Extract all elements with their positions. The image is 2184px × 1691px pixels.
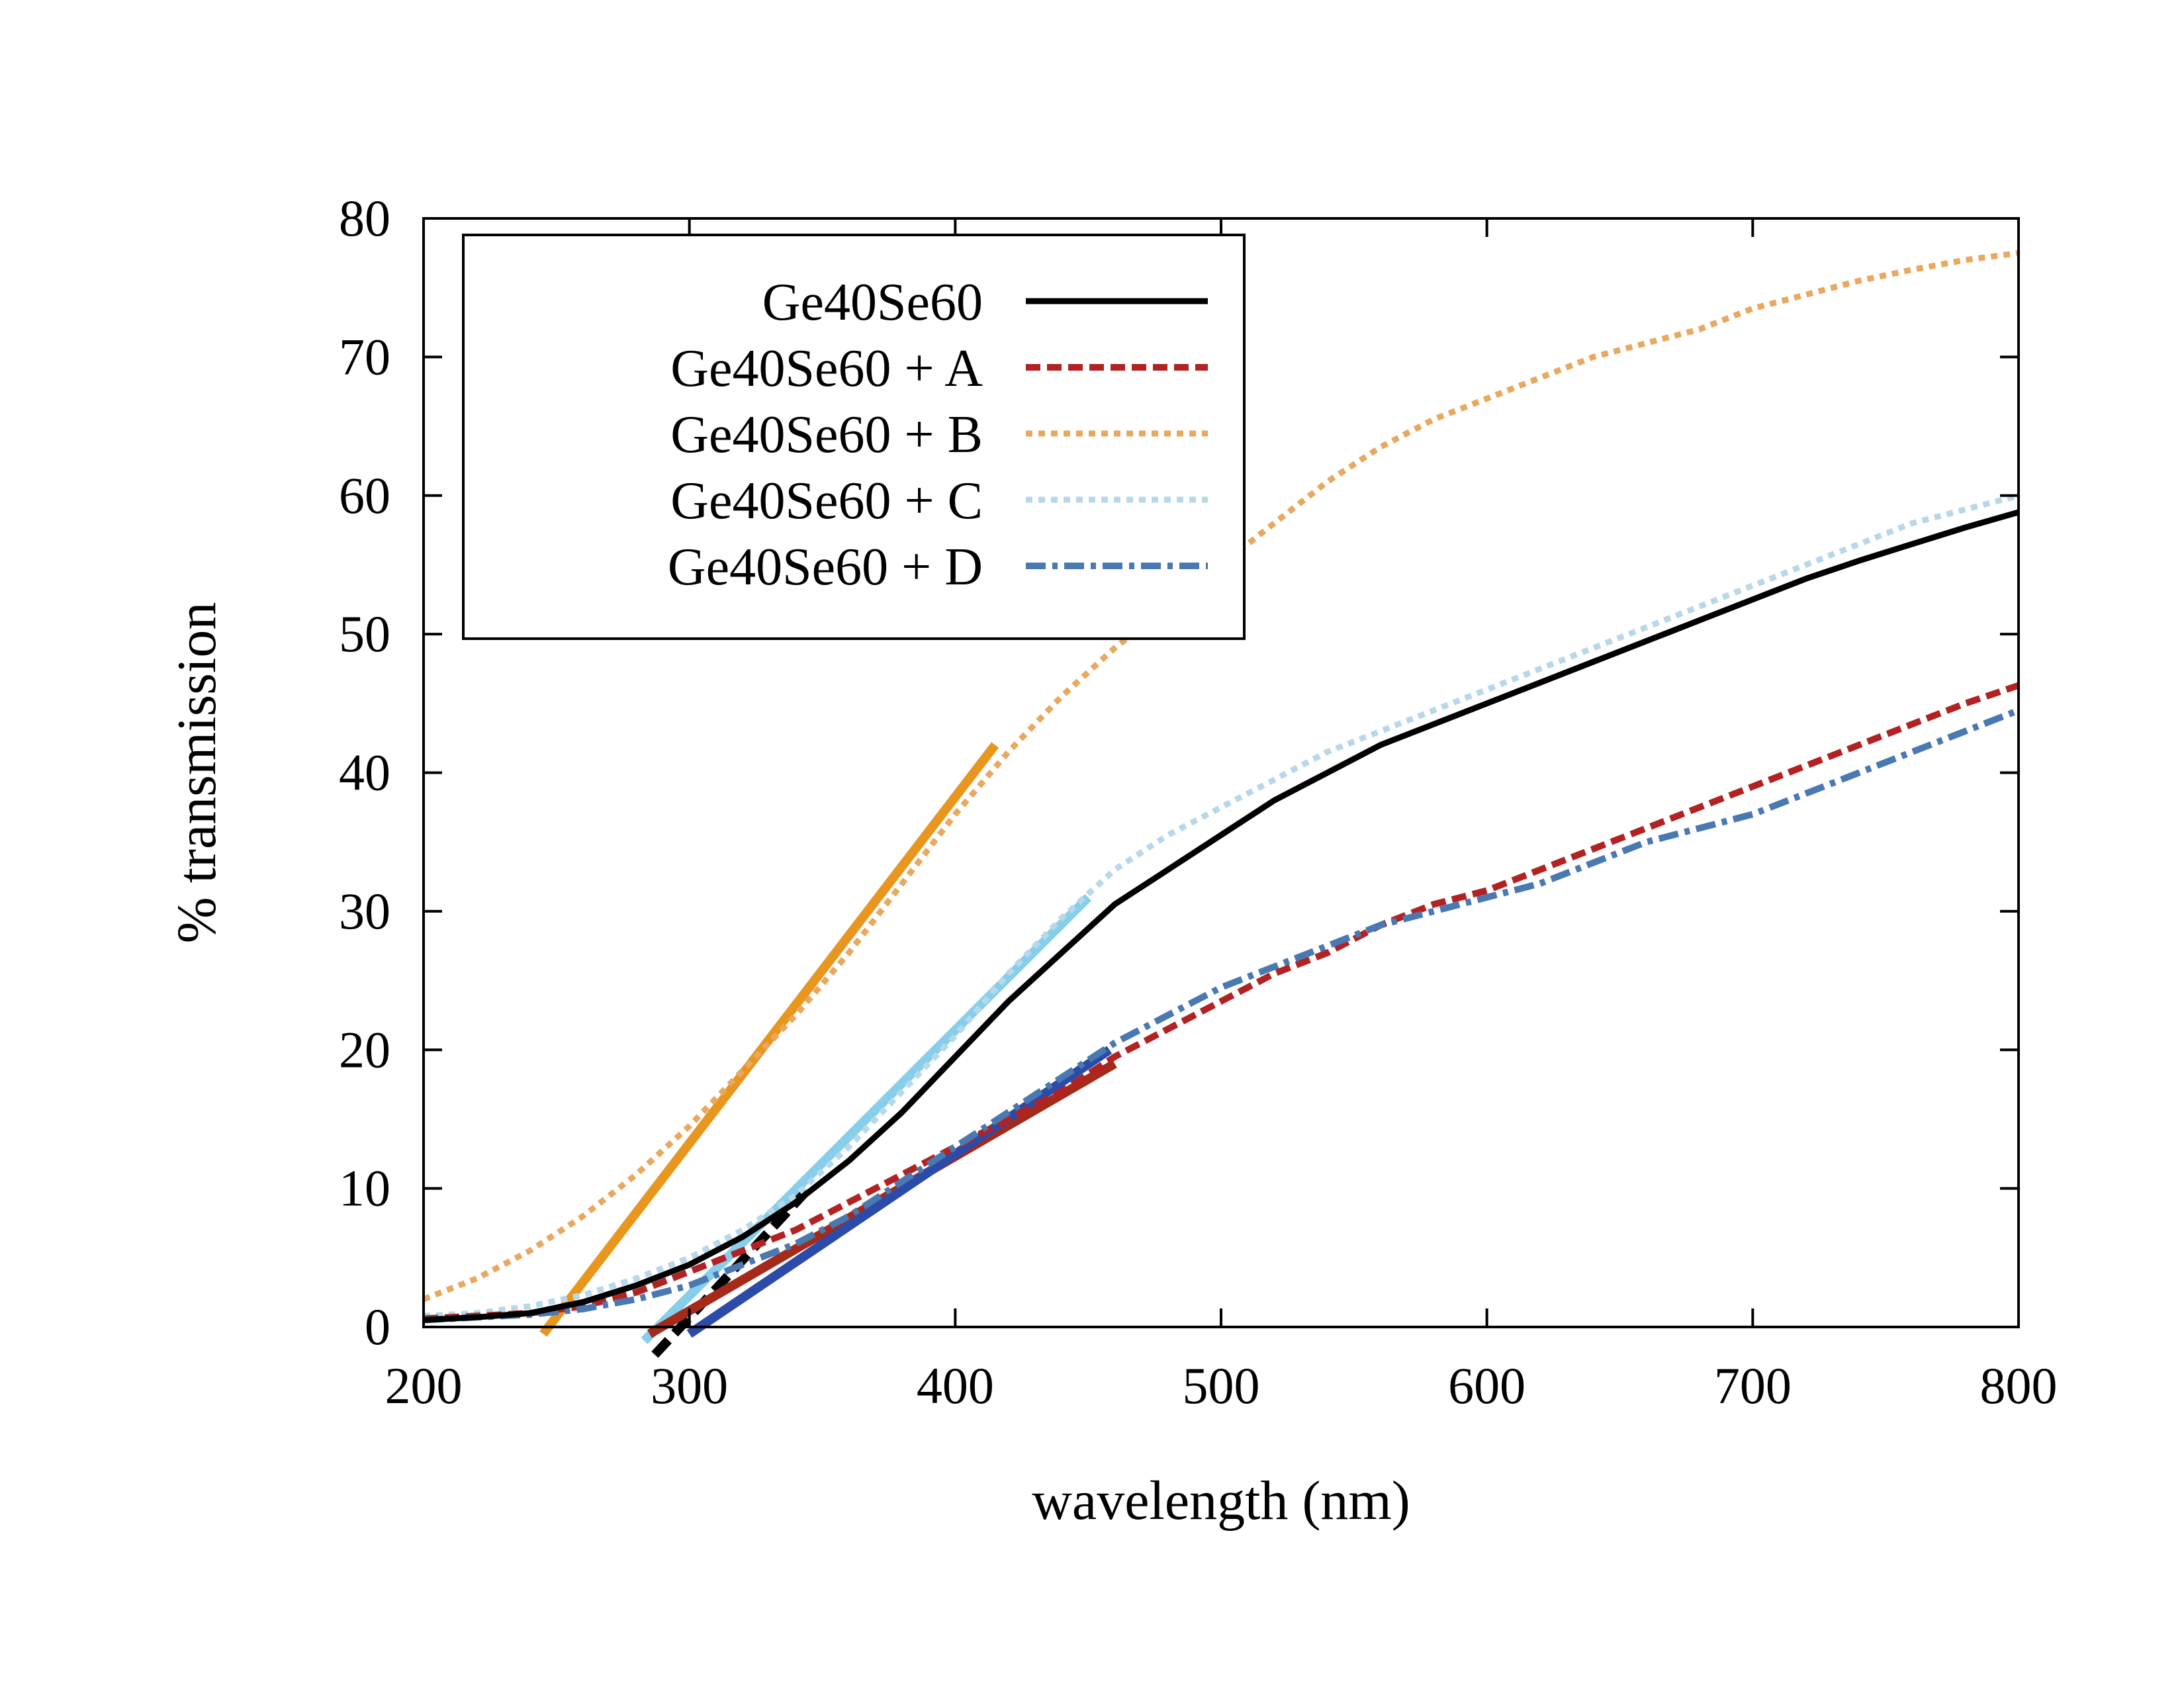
y-axis-label: % transmission	[166, 602, 228, 944]
y-tick-label: 40	[339, 744, 390, 801]
x-tick-label: 300	[651, 1357, 728, 1414]
legend-label-2: Ge40Se60 + A	[670, 340, 983, 398]
x-tick-label: 400	[917, 1357, 994, 1414]
y-tick-label: 60	[339, 467, 390, 524]
y-tick-label: 30	[339, 882, 390, 940]
series-line-5	[424, 707, 2019, 1324]
series-line-1	[424, 509, 2019, 1323]
fit-lines	[539, 742, 1117, 1358]
axis-ticks: 200 300 400 500 600 700 800 0 10 20 30 40 50 60 70 80	[339, 189, 2058, 1414]
legend: Ge40Se60 Ge40Se60 + A Ge40Se60 + B Ge40Se60…	[462, 234, 1246, 640]
x-tick-label: 800	[1980, 1357, 2058, 1414]
legend-label-4: Ge40Se60 + C	[670, 472, 983, 530]
y-tick-label: 70	[339, 328, 390, 385]
legend-label-5: Ge40Se60 + D	[668, 538, 983, 596]
legend-label-1: Ge40Se60	[762, 273, 983, 332]
fit-line-5	[686, 1046, 1113, 1338]
x-tick-label: 700	[1714, 1357, 1792, 1414]
y-tick-label: 80	[339, 189, 390, 247]
y-tick-label: 20	[339, 1021, 390, 1078]
x-tick-label: 200	[385, 1357, 463, 1414]
y-tick-label: 0	[365, 1298, 390, 1355]
x-tick-label: 500	[1183, 1357, 1260, 1414]
fit-line-1	[539, 742, 999, 1337]
x-tick-label: 600	[1448, 1357, 1525, 1414]
y-tick-label: 10	[339, 1160, 390, 1217]
legend-label-3: Ge40Se60 + B	[670, 406, 983, 464]
series-line-2	[424, 682, 2019, 1322]
y-tick-label: 50	[339, 605, 390, 663]
x-axis-label: wavelength (nm)	[1032, 1470, 1410, 1531]
